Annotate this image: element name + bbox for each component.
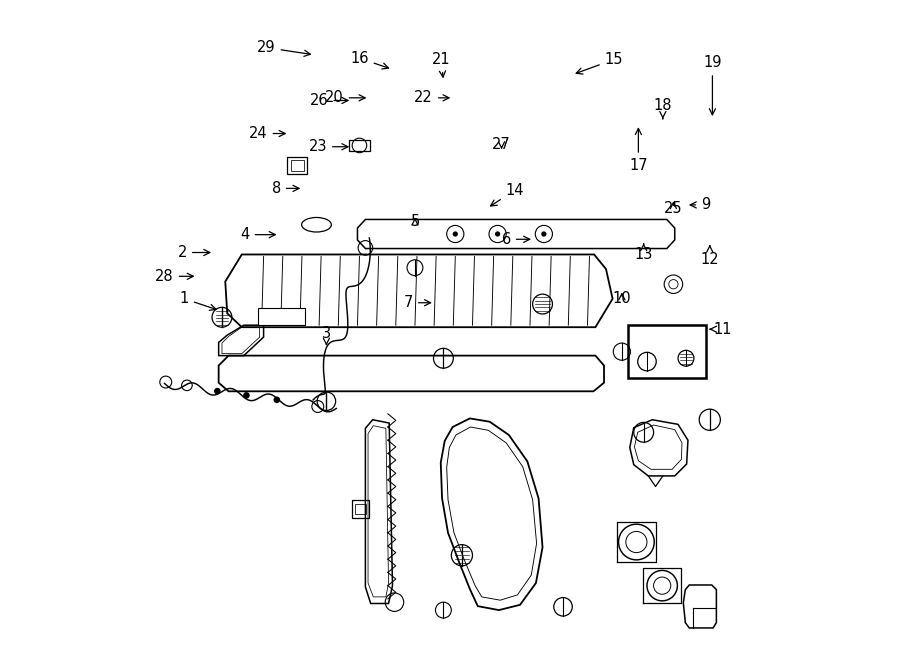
- Text: 15: 15: [576, 52, 623, 74]
- Text: 5: 5: [410, 214, 419, 229]
- Text: 27: 27: [492, 137, 511, 151]
- Circle shape: [243, 392, 249, 399]
- Text: 18: 18: [653, 98, 672, 119]
- Text: 6: 6: [501, 232, 530, 247]
- Text: 16: 16: [350, 51, 389, 69]
- Text: 9: 9: [690, 198, 710, 212]
- Circle shape: [274, 397, 280, 403]
- Text: 12: 12: [700, 246, 719, 267]
- Circle shape: [214, 388, 220, 395]
- Text: 26: 26: [310, 93, 348, 108]
- Text: 23: 23: [309, 139, 348, 154]
- Text: 20: 20: [325, 91, 365, 105]
- Text: 8: 8: [272, 181, 299, 196]
- Text: 13: 13: [634, 244, 652, 262]
- Text: 7: 7: [404, 295, 430, 310]
- Text: 3: 3: [322, 327, 331, 344]
- Circle shape: [495, 231, 500, 237]
- Text: 10: 10: [613, 292, 631, 306]
- Text: 14: 14: [491, 183, 524, 206]
- Text: 4: 4: [240, 227, 275, 242]
- Text: 2: 2: [177, 245, 210, 260]
- Text: 22: 22: [414, 91, 449, 105]
- Text: 28: 28: [155, 269, 194, 284]
- Text: 24: 24: [249, 126, 285, 141]
- Text: 11: 11: [710, 322, 732, 336]
- Text: 19: 19: [703, 56, 722, 115]
- Text: 25: 25: [664, 201, 683, 215]
- Text: 29: 29: [256, 40, 310, 56]
- Circle shape: [453, 231, 458, 237]
- Text: 17: 17: [629, 128, 648, 173]
- Text: 21: 21: [432, 52, 451, 77]
- Text: 1: 1: [180, 292, 216, 310]
- Circle shape: [541, 231, 546, 237]
- Polygon shape: [258, 308, 304, 325]
